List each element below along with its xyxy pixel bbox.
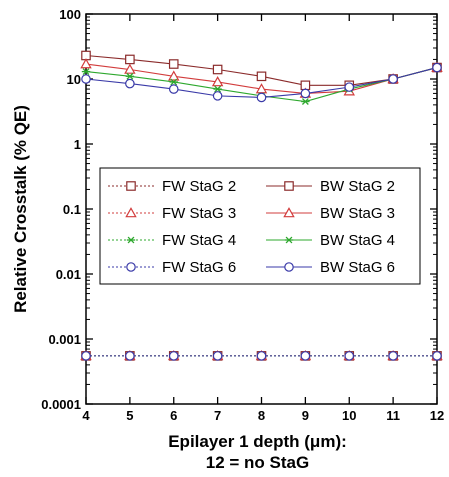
data-point <box>212 351 223 361</box>
data-point <box>212 64 223 75</box>
series-fw-stag-6 <box>81 351 442 361</box>
data-point <box>300 351 311 361</box>
data-point <box>344 82 355 92</box>
data-point <box>168 84 179 94</box>
legend-marker <box>283 207 295 218</box>
data-point <box>344 351 355 361</box>
x-tick-label: 6 <box>170 408 177 423</box>
data-point <box>388 74 398 84</box>
legend-label: BW StaG 6 <box>320 259 395 276</box>
data-point <box>124 63 136 74</box>
data-point <box>81 74 91 84</box>
y-tick-label: 1 <box>74 137 81 152</box>
legend-label: FW StaG 6 <box>162 259 236 276</box>
data-point <box>256 92 267 103</box>
data-point <box>168 59 179 69</box>
y-tick-label: 0.0001 <box>41 397 81 412</box>
data-point <box>213 85 222 93</box>
legend-label: FW StaG 3 <box>162 205 236 222</box>
data-point <box>80 58 92 69</box>
data-point <box>256 351 267 361</box>
legend-entry: FW StaG 4 <box>108 232 236 249</box>
legend-entry: BW StaG 3 <box>266 205 395 222</box>
legend-entry: FW StaG 2 <box>108 178 236 195</box>
data-point <box>125 351 135 361</box>
x-tick-label: 4 <box>82 408 90 423</box>
legend-marker <box>126 181 136 191</box>
y-tick-label: 0.001 <box>48 332 81 347</box>
x-tick-label: 7 <box>214 408 221 423</box>
data-point <box>211 76 224 87</box>
data-point <box>212 91 223 101</box>
data-point <box>256 71 267 82</box>
x-tick-label: 9 <box>302 408 309 423</box>
legend-marker <box>284 236 294 244</box>
x-tick-label: 10 <box>342 408 356 423</box>
x-tick-label: 8 <box>258 408 265 423</box>
legend-marker <box>284 181 294 191</box>
legend-label: FW StaG 2 <box>162 178 236 195</box>
data-point <box>81 351 91 361</box>
legend-entry: BW StaG 4 <box>266 232 395 249</box>
y-tick-label: 100 <box>59 7 81 22</box>
legend-entry: FW StaG 3 <box>108 205 236 222</box>
legend-entry: FW StaG 6 <box>108 259 236 276</box>
data-point <box>300 88 311 99</box>
data-layer <box>80 50 443 361</box>
data-point <box>388 351 398 361</box>
legend-label: BW StaG 3 <box>320 205 395 222</box>
legend-label: FW StaG 4 <box>162 232 236 249</box>
legend-entry: BW StaG 2 <box>266 178 395 195</box>
legend-marker <box>126 236 136 244</box>
legend-label: BW StaG 4 <box>320 232 395 249</box>
y-axis-label: Relative Crosstalk (% QE) <box>11 105 30 313</box>
data-point <box>301 98 310 105</box>
legend-label: BW StaG 2 <box>320 178 395 195</box>
data-point <box>168 70 180 81</box>
x-tick-label: 5 <box>126 408 133 423</box>
legend-marker <box>125 207 137 218</box>
legend-marker <box>126 262 136 272</box>
legend-frame <box>99 167 421 285</box>
data-point <box>125 54 135 65</box>
y-tick-label: 0.1 <box>63 202 81 217</box>
legend-entry: BW StaG 6 <box>266 259 395 276</box>
data-point <box>81 68 91 75</box>
data-point <box>169 78 178 86</box>
data-point <box>432 351 442 361</box>
data-point <box>125 78 135 89</box>
legend-box: FW StaG 2 FW StaG 3 FW StaG 4 FW StaG 6 BW S… <box>99 167 421 285</box>
x-axis-label-line1: Epilayer 1 depth (μm): <box>168 432 347 451</box>
data-point <box>168 351 179 361</box>
series-bw-stag-6 <box>81 62 442 103</box>
y-tick-label: 0.01 <box>56 267 81 282</box>
legend-marker <box>284 262 294 272</box>
x-axis-label-line2: 12 = no StaG <box>206 453 309 472</box>
x-tick-label: 11 <box>386 408 400 423</box>
data-point <box>432 62 442 73</box>
y-tick-label: 10 <box>67 72 81 87</box>
data-point <box>125 72 135 80</box>
x-tick-label: 12 <box>430 408 444 423</box>
